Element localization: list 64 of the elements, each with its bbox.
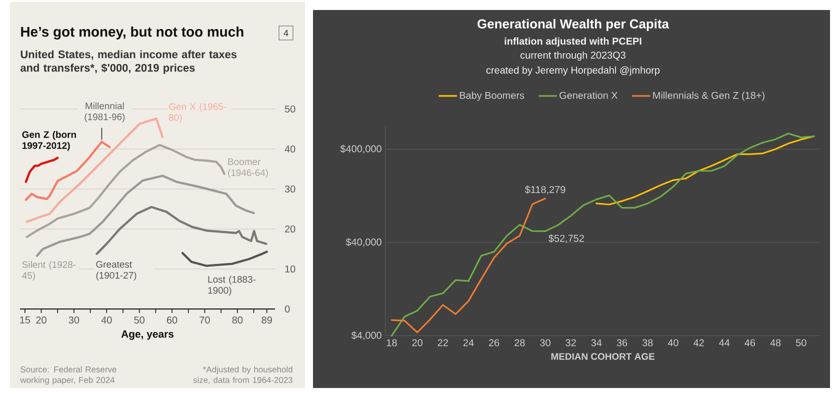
x-tick-label: 24 (463, 339, 474, 346)
series-label: Boomer (1946-64) (228, 158, 268, 178)
x-tick-label: 50 (796, 339, 806, 346)
y-tick-label: 10 (285, 265, 296, 273)
x-tick-label: 89 (262, 316, 272, 324)
series-label: Lost (1883-1900) (208, 276, 256, 296)
y-tick-label: 40 (284, 145, 296, 153)
text: current through 2023Q3 (520, 51, 626, 61)
legend-label: Baby Boomers (460, 92, 524, 101)
legend-label: Millennials & Gen Z (18+) (653, 92, 764, 101)
text: Millennial (1981-96) (84, 102, 125, 122)
line-series (181, 250, 268, 267)
chart-subtitle: inflation adjusted with PCEPI (504, 37, 642, 47)
x-tick-label: 22 (438, 339, 448, 346)
series-label: Gen X (1965-80) (169, 103, 226, 123)
x-tick-label: 15 (20, 316, 30, 324)
series-label: Greatest (1901-27) (96, 260, 136, 281)
text: *Adjusted by household size, data from 1964-2023 (193, 366, 292, 384)
x-tick-label: 70 (200, 316, 210, 324)
text: 4 (284, 30, 288, 36)
annotation: $118,279 (524, 186, 566, 194)
chart-title: He’s got money, but not too much (21, 26, 244, 40)
x-tick-label: 30 (68, 316, 80, 324)
line-series (390, 198, 546, 334)
legend-label: Generation X (560, 92, 618, 99)
x-tick-label: 80 (232, 316, 243, 324)
chart-subtitle: United States, median income after taxes and transfers*, $'000, 2019 prices (20, 50, 237, 74)
source-note: Source: Federal Reserve working paper, Feb 2024 (20, 366, 116, 385)
x-tick-label: 48 (770, 339, 781, 346)
x-axis-title: MEDIAN COHORT AGE (551, 353, 654, 360)
y-tick-label: 50 (284, 105, 296, 113)
y-tick-label: 30 (284, 185, 296, 193)
y-tick-label: 20 (285, 225, 296, 233)
y-tick-label: $40,000 (346, 238, 382, 247)
x-tick-label: 42 (693, 339, 704, 346)
x-tick-label: 30 (540, 339, 550, 346)
x-tick-label: 46 (744, 339, 756, 346)
x-axis-title: Age, years (121, 330, 174, 340)
x-tick-label: 44 (719, 339, 730, 346)
x-tick-label: 40 (668, 339, 678, 346)
text: created by Jeremy Horpedahl @jmhorp (486, 66, 660, 76)
annotation: $52,752 (548, 234, 584, 244)
x-tick-label: 36 (616, 339, 628, 346)
x-tick-label: 32 (566, 339, 576, 346)
y-tick-label: $4,000 (351, 331, 382, 340)
x-tick-label: 28 (514, 339, 525, 346)
x-tick-label: 50 (134, 316, 144, 324)
x-tick-label: 38 (642, 339, 653, 346)
y-tick-label: $400,000 (340, 144, 382, 154)
x-tick-label: 34 (591, 339, 602, 346)
line-series (596, 135, 815, 206)
x-tick-label: 20 (36, 316, 46, 324)
x-tick-label: 60 (166, 316, 178, 324)
line-series (96, 206, 268, 255)
line-series (24, 140, 111, 201)
x-tick-label: 18 (386, 339, 397, 346)
series-label: Silent (1928-45) (22, 260, 76, 281)
y-tick-label: 0 (284, 305, 290, 313)
x-tick-label: 26 (489, 339, 500, 346)
x-tick-label: 40 (101, 316, 112, 324)
line-series (390, 132, 815, 336)
x-tick-label: 20 (412, 339, 422, 346)
text: Gen Z (born 1997-2012) (22, 130, 76, 151)
chart-title: Generational Wealth per Capita (478, 18, 670, 32)
